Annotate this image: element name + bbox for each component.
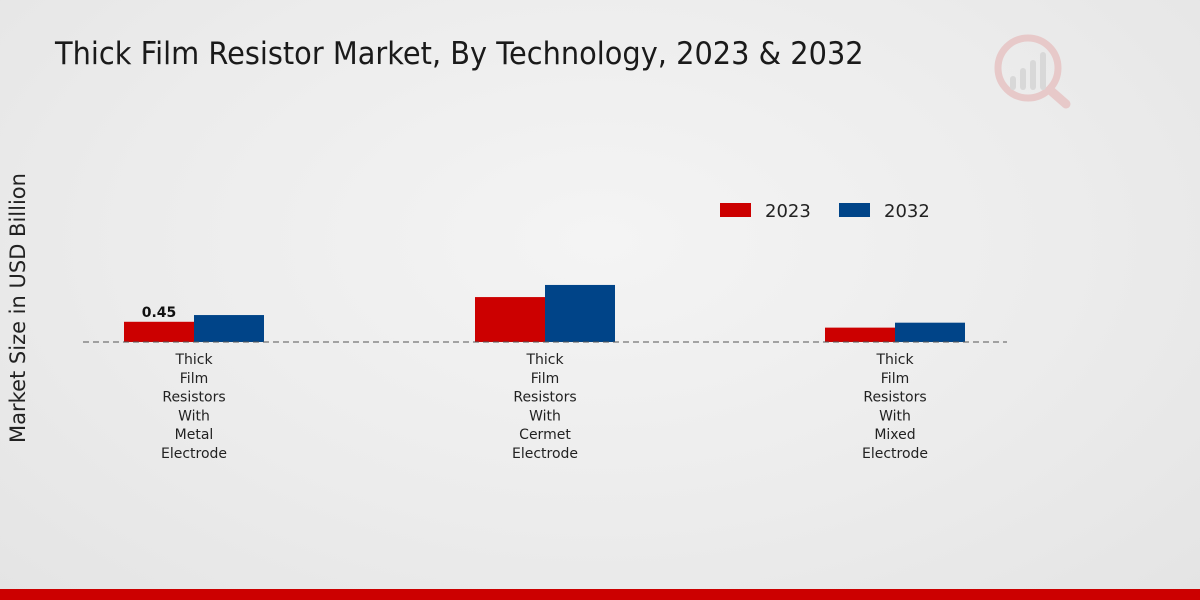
data-label-0: 0.45	[142, 305, 177, 321]
brand-logo-icon	[994, 34, 1071, 109]
bar-2023-1	[475, 297, 545, 342]
legend-label-2023: 2023	[765, 201, 811, 222]
x-tick-label-1: Thick Film Resistors With Cermet Electrode	[512, 352, 578, 462]
bar-2023-0	[124, 321, 194, 342]
legend-swatch-2023	[720, 203, 751, 217]
legend-label-2032: 2032	[884, 201, 930, 222]
bar-2032-0	[194, 315, 264, 342]
bar-2023-2	[825, 327, 895, 342]
legend-swatch-2032	[839, 203, 870, 217]
x-tick-label-0: Thick Film Resistors With Metal Electrode	[161, 352, 227, 462]
x-tick-label-2: Thick Film Resistors With Mixed Electrode	[862, 352, 928, 462]
bar-2032-2	[895, 322, 965, 342]
bar-2032-1	[545, 284, 615, 342]
chart-title: Thick Film Resistor Market, By Technolog…	[55, 36, 864, 72]
bottom-accent-bar	[0, 589, 1200, 600]
